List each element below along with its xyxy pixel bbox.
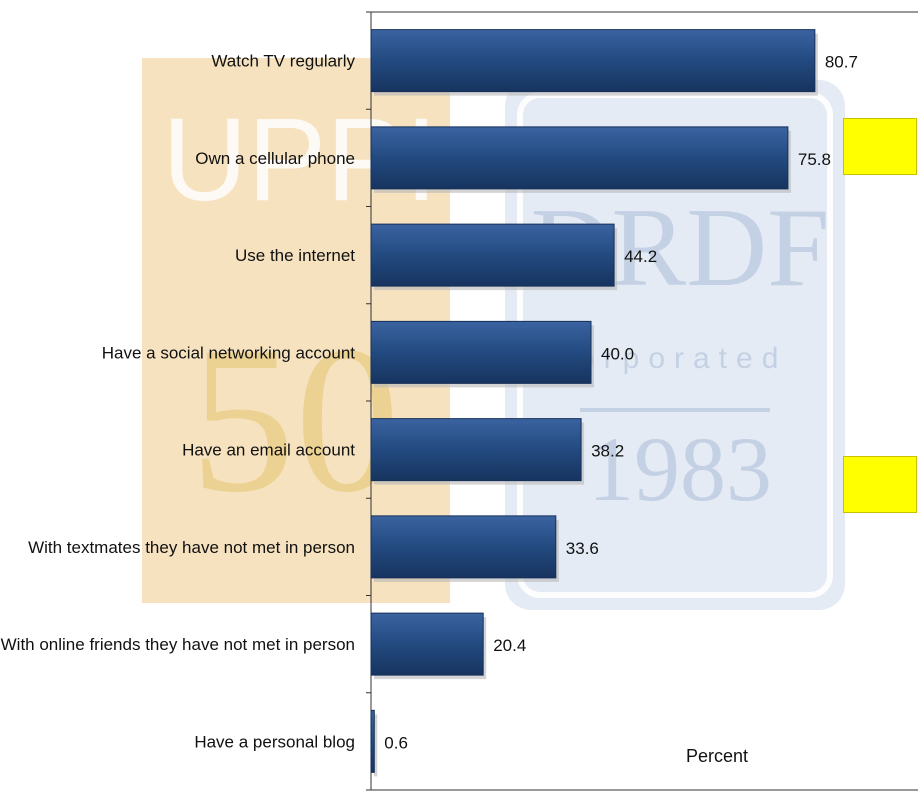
bar-shadow [374,714,378,777]
category-label: Watch TV regularly [211,52,355,71]
category-label: Use the internet [235,246,355,265]
category-label: Have an email account [182,441,355,460]
bar [370,515,557,579]
value-label: 0.6 [384,733,408,752]
category-label: With online friends they have not met in… [1,635,355,654]
value-label: 44.2 [624,247,657,266]
value-label: 20.4 [493,636,526,655]
bar [370,418,582,482]
category-label: With textmates they have not met in pers… [28,538,355,557]
category-label: Have a social networking account [102,343,356,362]
category-label: Own a cellular phone [195,149,355,168]
bar [370,320,592,384]
category-label: Have a personal blog [194,732,355,751]
bar [370,709,375,773]
bar [370,223,615,287]
x-axis-title: Percent [686,746,748,766]
value-label: 75.8 [798,150,831,169]
value-label: 40.0 [601,344,634,363]
bar [370,612,484,676]
value-label: 38.2 [591,442,624,461]
bar [370,29,816,93]
callout-box-bottom [843,456,917,513]
callout-box-top [843,118,917,175]
bar [370,126,789,190]
value-label: 33.6 [566,539,599,558]
value-label: 80.7 [825,53,858,72]
